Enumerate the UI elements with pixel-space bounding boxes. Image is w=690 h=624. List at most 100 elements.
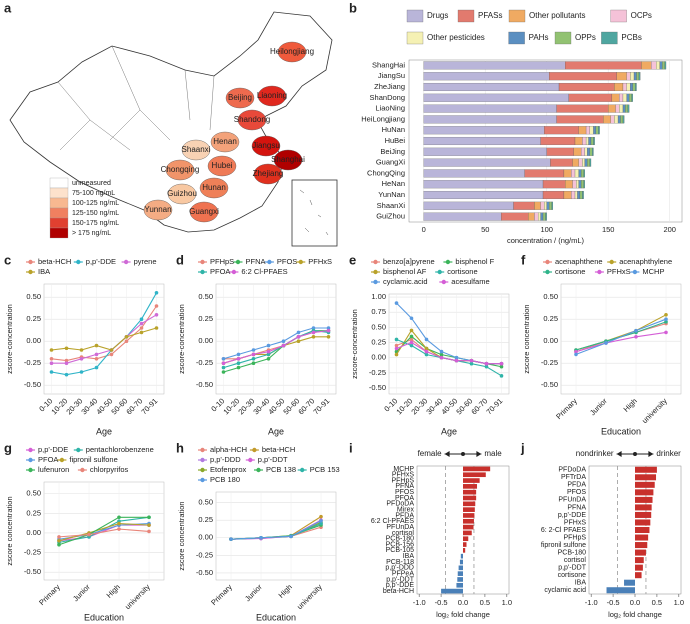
bar-segment: [595, 126, 599, 135]
x-tick-label: 0.0: [630, 598, 640, 607]
x-tick-label: 40-50: [439, 396, 459, 416]
point: [64, 361, 69, 366]
legend-label: chlorpyrifos: [90, 465, 129, 474]
legend-marker: [437, 269, 442, 275]
point: [124, 335, 129, 339]
bar-segment: [423, 93, 569, 102]
x-tick-label: -0.5: [607, 598, 620, 607]
y-tick-label: beta-HCH: [383, 588, 414, 595]
province: [210, 131, 240, 153]
bar-segment: [636, 72, 640, 81]
bar-segment: [608, 104, 616, 113]
y-tick-label: PFDoDA: [386, 501, 414, 508]
legend-label: acenaphthene: [555, 257, 603, 266]
province: [251, 135, 281, 157]
legend-marker: [256, 467, 261, 473]
x-tick-label: 100: [540, 225, 553, 234]
bar-segment: [556, 115, 604, 124]
bar: [635, 489, 654, 496]
province-label: Shaanxi: [182, 145, 211, 154]
annotation: nondrinker: [576, 449, 614, 458]
bar-segment: [593, 136, 595, 146]
point: [326, 326, 331, 330]
bar-segment: [664, 61, 667, 70]
y-tick-label: PCB-156: [386, 541, 415, 548]
point: [424, 346, 429, 351]
point: [439, 352, 444, 357]
bar-segment: [614, 115, 619, 124]
y-tick-label: PFDoDA: [558, 467, 586, 474]
y-tick-label: ChongQing: [367, 168, 405, 177]
legend-marker: [267, 259, 272, 265]
legend-label: 100-125 ng/mL: [72, 200, 119, 207]
legend-label: > 175 ng/mL: [72, 230, 111, 237]
annotation: drinker: [656, 449, 681, 458]
point: [326, 328, 331, 333]
bar-segment: [626, 82, 631, 92]
legend-label: PFNA: [246, 257, 266, 266]
y-tick-label: LiaoNing: [375, 104, 405, 113]
y-tick-label: 0.75: [371, 307, 386, 316]
legend-label: Other pollutants: [529, 11, 585, 20]
point: [64, 358, 69, 363]
panel-letter: e: [349, 252, 356, 267]
legend-label: beta-HCH: [262, 445, 295, 454]
bar-segment: [611, 93, 620, 102]
legend-label: cortisone: [555, 267, 585, 276]
legend-swatch: [601, 31, 618, 45]
y-tick-label: p,p'-DDT: [558, 564, 587, 571]
point: [94, 365, 99, 370]
panel-letter: b: [349, 0, 357, 15]
legend-swatch: [457, 9, 475, 23]
legend-label: PFHxS: [308, 257, 332, 266]
x-tick-label: 0.5: [652, 598, 662, 607]
x-tick-label: 1.0: [502, 598, 512, 607]
point: [439, 349, 444, 354]
series-line: [230, 520, 322, 540]
bar-segment: [423, 201, 514, 210]
y-tick-label: 1.00: [371, 292, 386, 301]
y-tick-label: PFOS: [567, 489, 586, 496]
legend-marker: [252, 447, 257, 453]
point: [236, 361, 241, 366]
bar: [463, 484, 478, 489]
legend-marker: [28, 447, 33, 453]
province-label: Beijing: [228, 93, 252, 102]
legend-label: PFHxS: [607, 267, 631, 276]
series-line: [223, 327, 329, 360]
bar-segment: [626, 93, 630, 102]
y-tick-label: p,p'-DDE: [386, 582, 415, 589]
y-tick-label: PFOS: [395, 489, 414, 496]
province: [225, 87, 255, 109]
legend-label: p,p'-DDE: [38, 445, 68, 454]
point: [296, 339, 301, 344]
bar-segment: [638, 72, 641, 81]
bar-segment: [582, 136, 587, 146]
point: [139, 330, 144, 335]
legend-label: bisphenol F: [455, 257, 494, 266]
bar-segment: [423, 115, 557, 124]
bar: [457, 571, 463, 576]
province: [277, 41, 307, 63]
bar: [463, 472, 486, 478]
x-tick-label: university: [295, 582, 324, 611]
bar-segment: [628, 93, 632, 102]
point: [221, 370, 226, 374]
y-tick-label: 0.00: [26, 336, 41, 345]
bar-segment: [619, 104, 624, 113]
point: [251, 361, 256, 366]
point: [664, 317, 668, 322]
province: [181, 139, 211, 161]
point: [57, 539, 61, 543]
point: [326, 335, 331, 339]
point: [311, 326, 316, 330]
point: [79, 370, 84, 374]
series-line: [223, 330, 329, 364]
y-tick-label: 0.50: [198, 292, 213, 301]
legend-marker: [59, 457, 65, 463]
point: [394, 343, 399, 348]
point: [49, 348, 54, 352]
point: [266, 357, 271, 361]
